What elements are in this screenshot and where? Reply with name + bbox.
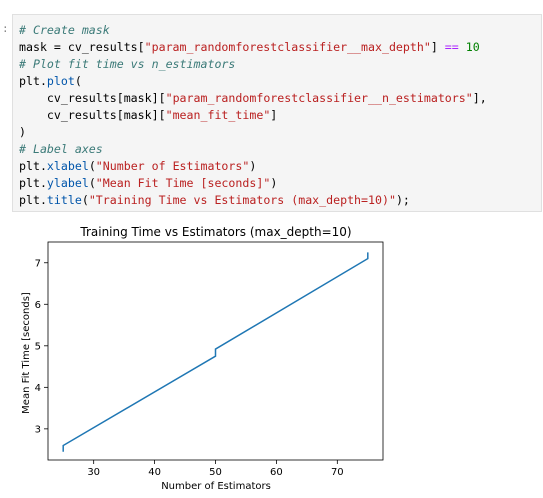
code-line: cv_results[mask]["param_randomforestclas… [19,91,487,105]
chart-title: Training Time vs Estimators (max_depth=1… [79,225,351,239]
code-line: plt.title("Training Time vs Estimators (… [19,193,410,207]
x-tick-label: 60 [270,467,283,478]
y-tick-label: 6 [35,300,41,311]
x-tick-label: 40 [148,467,161,478]
code-line: # Plot fit time vs n_estimators [19,57,236,71]
code-line: plt.plot( [19,74,82,88]
code-line: # Label axes [19,142,103,156]
y-axis-label: Mean Fit Time [seconds] [21,292,32,414]
y-tick-label: 4 [35,383,41,394]
line-chart: Training Time vs Estimators (max_depth=1… [21,225,384,492]
code-editor[interactable]: # Create mask mask = cv_results["param_r… [19,22,487,209]
x-tick-label: 70 [331,467,344,478]
code-line: ) [19,125,26,139]
code-line: cv_results[mask]["mean_fit_time"] [19,108,278,122]
series-line [62,252,369,452]
code-line: plt.xlabel("Number of Estimators") [19,159,257,173]
code-cell[interactable]: # Create mask mask = cv_results["param_r… [12,14,542,212]
y-tick-label: 5 [35,341,41,352]
code-line: # Create mask [19,23,110,37]
code-line: plt.ylabel("Mean Fit Time [seconds]") [19,176,278,190]
y-tick-label: 3 [35,424,41,435]
x-tick-label: 50 [209,467,222,478]
x-axis-label: Number of Estimators [161,481,271,492]
axes: 30 40 50 60 70 3 4 5 6 7 [35,241,384,478]
y-tick-label: 7 [35,258,41,269]
cell-output: Training Time vs Estimators (max_depth=1… [12,218,392,494]
code-line: mask = cv_results["param_randomforestcla… [19,40,480,54]
x-tick-label: 30 [87,467,100,478]
cell-prompt: : [2,22,9,35]
